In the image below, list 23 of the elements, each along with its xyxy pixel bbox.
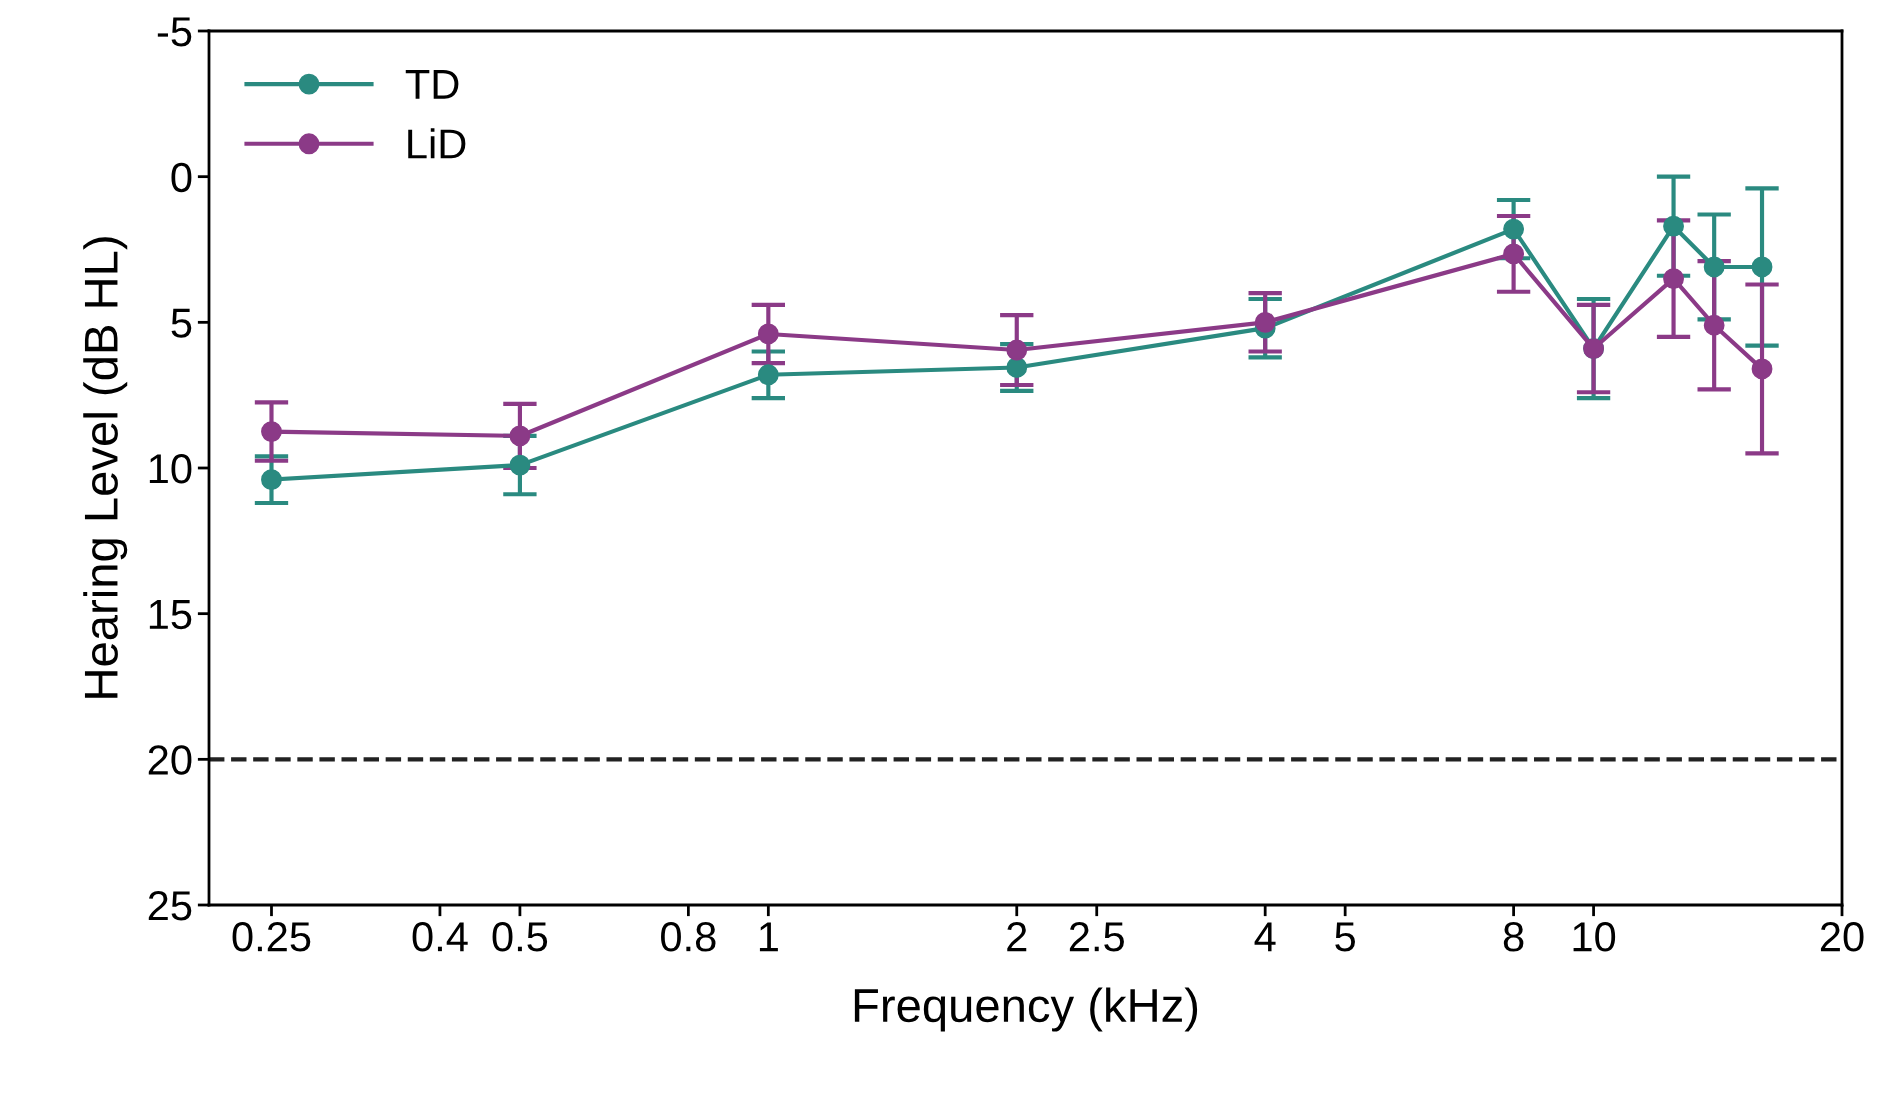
x-tick-label: 8 [1503, 922, 1524, 952]
legend-label: LiD [408, 128, 466, 159]
x-tick-label: 4 [1254, 922, 1276, 952]
x-tick-label: 0.8 [661, 922, 716, 952]
x-tick-label: 0.4 [412, 922, 468, 952]
y-tick-label: 20 [148, 745, 192, 775]
y-tick-label: 25 [148, 891, 192, 921]
x-tick-label: 0.25 [232, 922, 311, 952]
y-axis-title: Hearing Level (dB HL) [83, 237, 128, 698]
x-tick-label: 10 [1573, 922, 1616, 952]
x-tick-label: 2.5 [1069, 922, 1124, 952]
y-tick-label: 10 [149, 454, 192, 484]
x-axis-title: Frequency (kHz) [854, 987, 1198, 1032]
x-tick-label: 5 [1335, 922, 1355, 952]
x-tick-label: 0.5 [492, 922, 548, 952]
y-tick-label: -5 [157, 17, 192, 47]
legend-label: TD [405, 70, 459, 99]
x-tick-label: 2 [1007, 922, 1027, 952]
y-tick-label: 0 [171, 162, 192, 193]
x-tick-label: 1 [759, 922, 778, 952]
y-tick-label: 5 [171, 308, 192, 338]
x-tick-label: 20 [1820, 922, 1864, 952]
y-tick-label: 15 [149, 600, 192, 630]
